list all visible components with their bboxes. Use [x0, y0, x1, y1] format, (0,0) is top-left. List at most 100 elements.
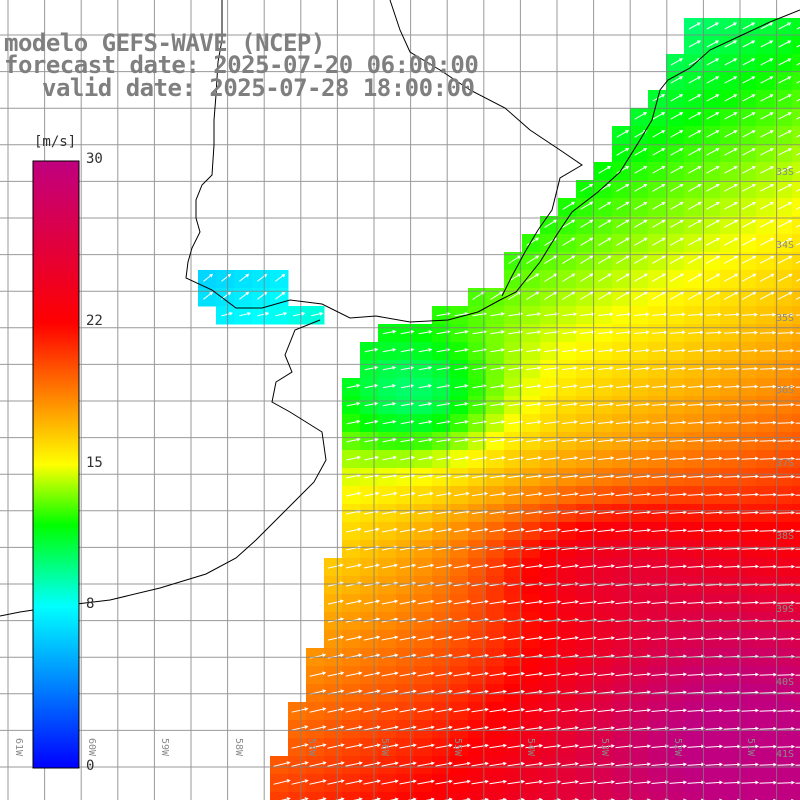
- wind-vector-arrow: [580, 312, 596, 317]
- wind-vector-arrow: [544, 219, 558, 228]
- wind-vector-arrow: [418, 366, 433, 371]
- wind-speed-cell: [306, 792, 325, 800]
- wind-vector-arrow: [633, 780, 652, 785]
- wind-speed-cell: [702, 18, 721, 37]
- wind-vector-arrow: [670, 219, 684, 228]
- wind-vector-arrow: [706, 237, 721, 246]
- wind-vector-arrow: [741, 438, 759, 443]
- wind-vector-arrow: [795, 476, 800, 478]
- latitude-label: 37S: [775, 458, 794, 470]
- colorbar-tick-label: 15: [86, 454, 103, 471]
- wind-vector-arrow: [705, 456, 723, 461]
- wind-speed-cell: [666, 216, 685, 235]
- wind-vector-arrow: [669, 708, 688, 713]
- wind-vector-arrow: [777, 273, 793, 282]
- wind-speed-cell: [342, 792, 361, 800]
- wind-vector-arrow: [670, 148, 684, 156]
- wind-vector-arrow: [705, 600, 724, 605]
- wind-vector-arrow: [777, 744, 796, 749]
- longitude-label: 57W: [305, 738, 317, 757]
- wind-vector-arrow: [399, 671, 417, 677]
- wind-vector-arrow: [399, 563, 417, 569]
- wind-vector-arrow: [634, 291, 648, 300]
- wind-speed-cell: [612, 792, 631, 800]
- wind-vector-arrow: [670, 130, 684, 138]
- wind-vector-arrow: [662, 798, 670, 800]
- wind-speed-cell: [450, 792, 469, 800]
- wind-vector-arrow: [724, 22, 738, 30]
- wind-vector-arrow: [389, 797, 399, 800]
- latitude-label: 33S: [775, 167, 794, 178]
- wind-vector-arrow: [400, 437, 415, 443]
- wind-vector-arrow: [741, 348, 759, 353]
- wind-vector-arrow: [652, 201, 666, 210]
- wind-vector-arrow: [706, 40, 720, 48]
- wind-vector-arrow: [759, 510, 778, 515]
- wind-vector-arrow: [417, 527, 435, 533]
- wind-speed-cell: [756, 792, 775, 800]
- wind-speed-cell: [594, 234, 613, 253]
- wind-vector-arrow: [742, 58, 756, 66]
- wind-vector-arrow: [778, 202, 793, 210]
- wind-vector-arrow: [760, 148, 774, 156]
- wind-vector-arrow: [291, 725, 309, 731]
- wind-vector-arrow: [687, 291, 703, 300]
- wind-speed-cell: [720, 162, 739, 181]
- wind-speed-cell: [684, 252, 703, 271]
- wind-vector-arrow: [435, 635, 453, 641]
- wind-vector-arrow: [759, 255, 775, 264]
- wind-speed-cell: [738, 180, 757, 199]
- wind-vector-arrow: [796, 98, 800, 102]
- wind-vector-arrow: [616, 183, 630, 192]
- wind-vector-arrow: [742, 94, 756, 102]
- wind-vector-arrow: [453, 527, 471, 533]
- wind-vector-arrow: [275, 312, 288, 317]
- wind-vector-arrow: [381, 527, 398, 533]
- wind-vector-arrow: [706, 202, 720, 210]
- wind-vector-arrow: [669, 636, 688, 641]
- wind-speed-cell: [630, 270, 649, 289]
- wind-vector-arrow: [670, 76, 684, 84]
- wind-vector-arrow: [345, 707, 363, 713]
- wind-vector-arrow: [598, 273, 612, 282]
- wind-vector-arrow: [777, 492, 796, 497]
- wind-vector-arrow: [777, 366, 795, 371]
- wind-vector-arrow: [724, 202, 739, 210]
- wind-vector-arrow: [795, 674, 800, 676]
- wind-vector-arrow: [371, 797, 381, 800]
- wind-vector-arrow: [724, 130, 738, 138]
- wind-vector-arrow: [742, 148, 756, 156]
- wind-vector-arrow: [777, 600, 796, 605]
- wind-vector-arrow: [221, 311, 233, 317]
- wind-vector-arrow: [507, 743, 525, 749]
- wind-vector-arrow: [291, 743, 309, 749]
- wind-speed-cell: [666, 144, 685, 163]
- wind-vector-arrow: [777, 384, 795, 389]
- wind-speed-cell: [684, 108, 703, 127]
- wind-vector-arrow: [777, 528, 796, 533]
- latitude-label: 39S: [775, 603, 794, 615]
- wind-vector-arrow: [526, 237, 540, 246]
- wind-vector-arrow: [705, 330, 722, 335]
- wind-speed-cell: [594, 180, 613, 199]
- wind-vector-arrow: [490, 402, 506, 407]
- wind-speed-cell: [414, 792, 433, 800]
- wind-vector-arrow: [435, 599, 453, 605]
- wind-vector-arrow: [634, 237, 648, 246]
- wind-vector-arrow: [633, 744, 652, 749]
- wind-vector-arrow: [453, 599, 471, 605]
- wind-vector-arrow: [633, 402, 651, 407]
- wind-vector-arrow: [741, 330, 759, 335]
- wind-speed-cell: [774, 216, 793, 235]
- wind-vector-arrow: [688, 130, 702, 138]
- wind-speed-cell: [792, 252, 800, 271]
- wind-vector-arrow: [507, 707, 525, 713]
- wind-vector-arrow: [364, 455, 380, 461]
- wind-vector-arrow: [382, 402, 397, 407]
- wind-vector-arrow: [688, 201, 702, 210]
- wind-vector-arrow: [795, 764, 800, 766]
- wind-vector-arrow: [382, 329, 397, 335]
- wind-vector-arrow: [633, 690, 652, 695]
- wind-vector-arrow: [417, 761, 435, 767]
- wind-vector-arrow: [706, 112, 720, 120]
